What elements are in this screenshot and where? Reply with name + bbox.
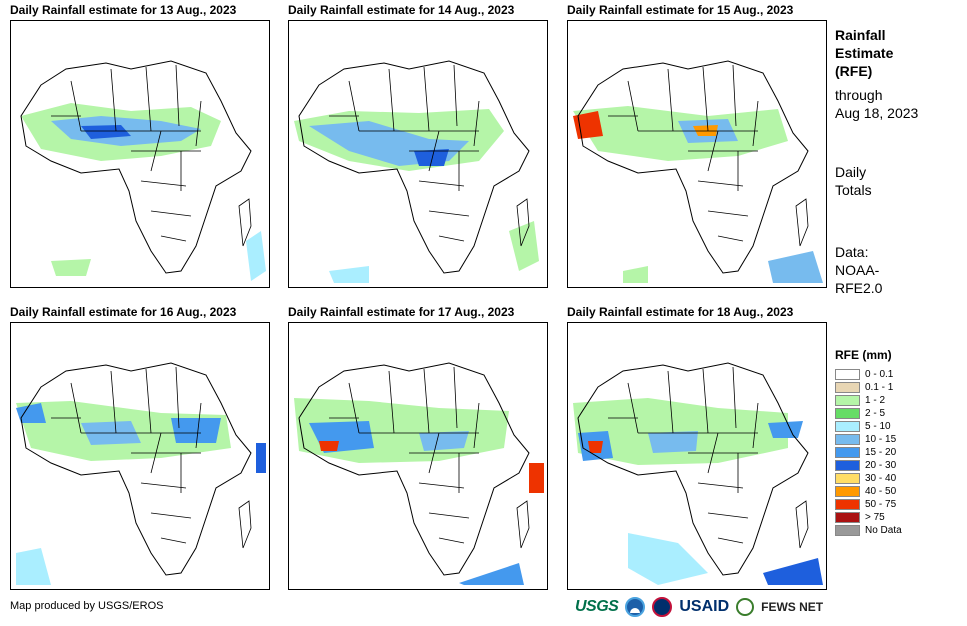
sidebar-through-date: through Aug 18, 2023 [835, 87, 919, 121]
legend-label: > 75 [865, 512, 885, 523]
fews-net-logo: FEWS NET [761, 600, 824, 614]
africa-rainfall-map [10, 20, 270, 288]
legend-item: 15 - 20 [835, 446, 902, 459]
legend-title: RFE (mm) [835, 348, 892, 362]
sidebar-data-source: Data: NOAA- RFE2.0 [835, 244, 883, 296]
legend-swatch [835, 421, 860, 432]
legend-swatch [835, 369, 860, 380]
legend-item: No Data [835, 524, 902, 537]
legend-item: > 75 [835, 511, 902, 524]
africa-rainfall-map [567, 20, 827, 288]
legend-swatch [835, 447, 860, 458]
legend-item: 2 - 5 [835, 407, 902, 420]
legend-item: 40 - 50 [835, 485, 902, 498]
legend-swatch [835, 486, 860, 497]
legend-item: 30 - 40 [835, 472, 902, 485]
legend-swatch [835, 408, 860, 419]
legend-label: 15 - 20 [865, 447, 897, 458]
panel-title: Daily Rainfall estimate for 17 Aug., 202… [288, 305, 515, 319]
africa-rainfall-map [288, 20, 548, 288]
legend-label: 0 - 0.1 [865, 369, 894, 380]
noaa-logo-icon [625, 597, 646, 617]
panel-title: Daily Rainfall estimate for 18 Aug., 202… [567, 305, 794, 319]
panel-title: Daily Rainfall estimate for 15 Aug., 202… [567, 3, 794, 17]
usaid-seal-icon [652, 597, 673, 617]
fews-net-globe-icon [736, 598, 755, 616]
panel-title: Daily Rainfall estimate for 16 Aug., 202… [10, 305, 237, 319]
sidebar-totals: Daily Totals [835, 164, 872, 198]
legend-item: 20 - 30 [835, 459, 902, 472]
legend-label: 5 - 10 [865, 421, 891, 432]
legend-item: 1 - 2 [835, 394, 902, 407]
africa-rainfall-map [10, 322, 270, 590]
map-credit: Map produced by USGS/EROS [10, 600, 164, 612]
usaid-logo: USAID [679, 598, 730, 615]
legend-label: 40 - 50 [865, 486, 897, 497]
legend-label: 10 - 15 [865, 434, 897, 445]
legend-label: 0.1 - 1 [865, 382, 894, 393]
rfe-legend: RFE (mm) 0 - 0.1 0.1 - 1 1 - 2 2 - 5 5 - 10 1… [835, 348, 902, 537]
africa-rainfall-map [288, 322, 548, 590]
legend-swatch [835, 473, 860, 484]
legend-label: No Data [865, 525, 902, 536]
africa-rainfall-map [567, 322, 827, 590]
legend-item: 0 - 0.1 [835, 368, 902, 381]
legend-label: 1 - 2 [865, 395, 886, 406]
sidebar-title: Rainfall Estimate (RFE) [835, 27, 894, 79]
partner-logos: USGS USAID FEWS NET [575, 597, 823, 617]
legend-swatch [835, 434, 860, 445]
panel-title: Daily Rainfall estimate for 14 Aug., 202… [288, 3, 515, 17]
legend-label: 20 - 30 [865, 460, 897, 471]
legend-swatch [835, 499, 860, 510]
usgs-logo: USGS [575, 598, 619, 615]
legend-swatch [835, 460, 860, 471]
legend-swatch [835, 512, 860, 523]
legend-label: 50 - 75 [865, 499, 897, 510]
legend-label: 2 - 5 [865, 408, 886, 419]
legend-label: 30 - 40 [865, 473, 897, 484]
legend-swatch [835, 525, 860, 536]
panel-title: Daily Rainfall estimate for 13 Aug., 202… [10, 3, 237, 17]
legend-item: 0.1 - 1 [835, 381, 902, 394]
legend-swatch [835, 382, 860, 393]
legend-item: 10 - 15 [835, 433, 902, 446]
legend-item: 5 - 10 [835, 420, 902, 433]
legend-swatch [835, 395, 860, 406]
legend-item: 50 - 75 [835, 498, 902, 511]
